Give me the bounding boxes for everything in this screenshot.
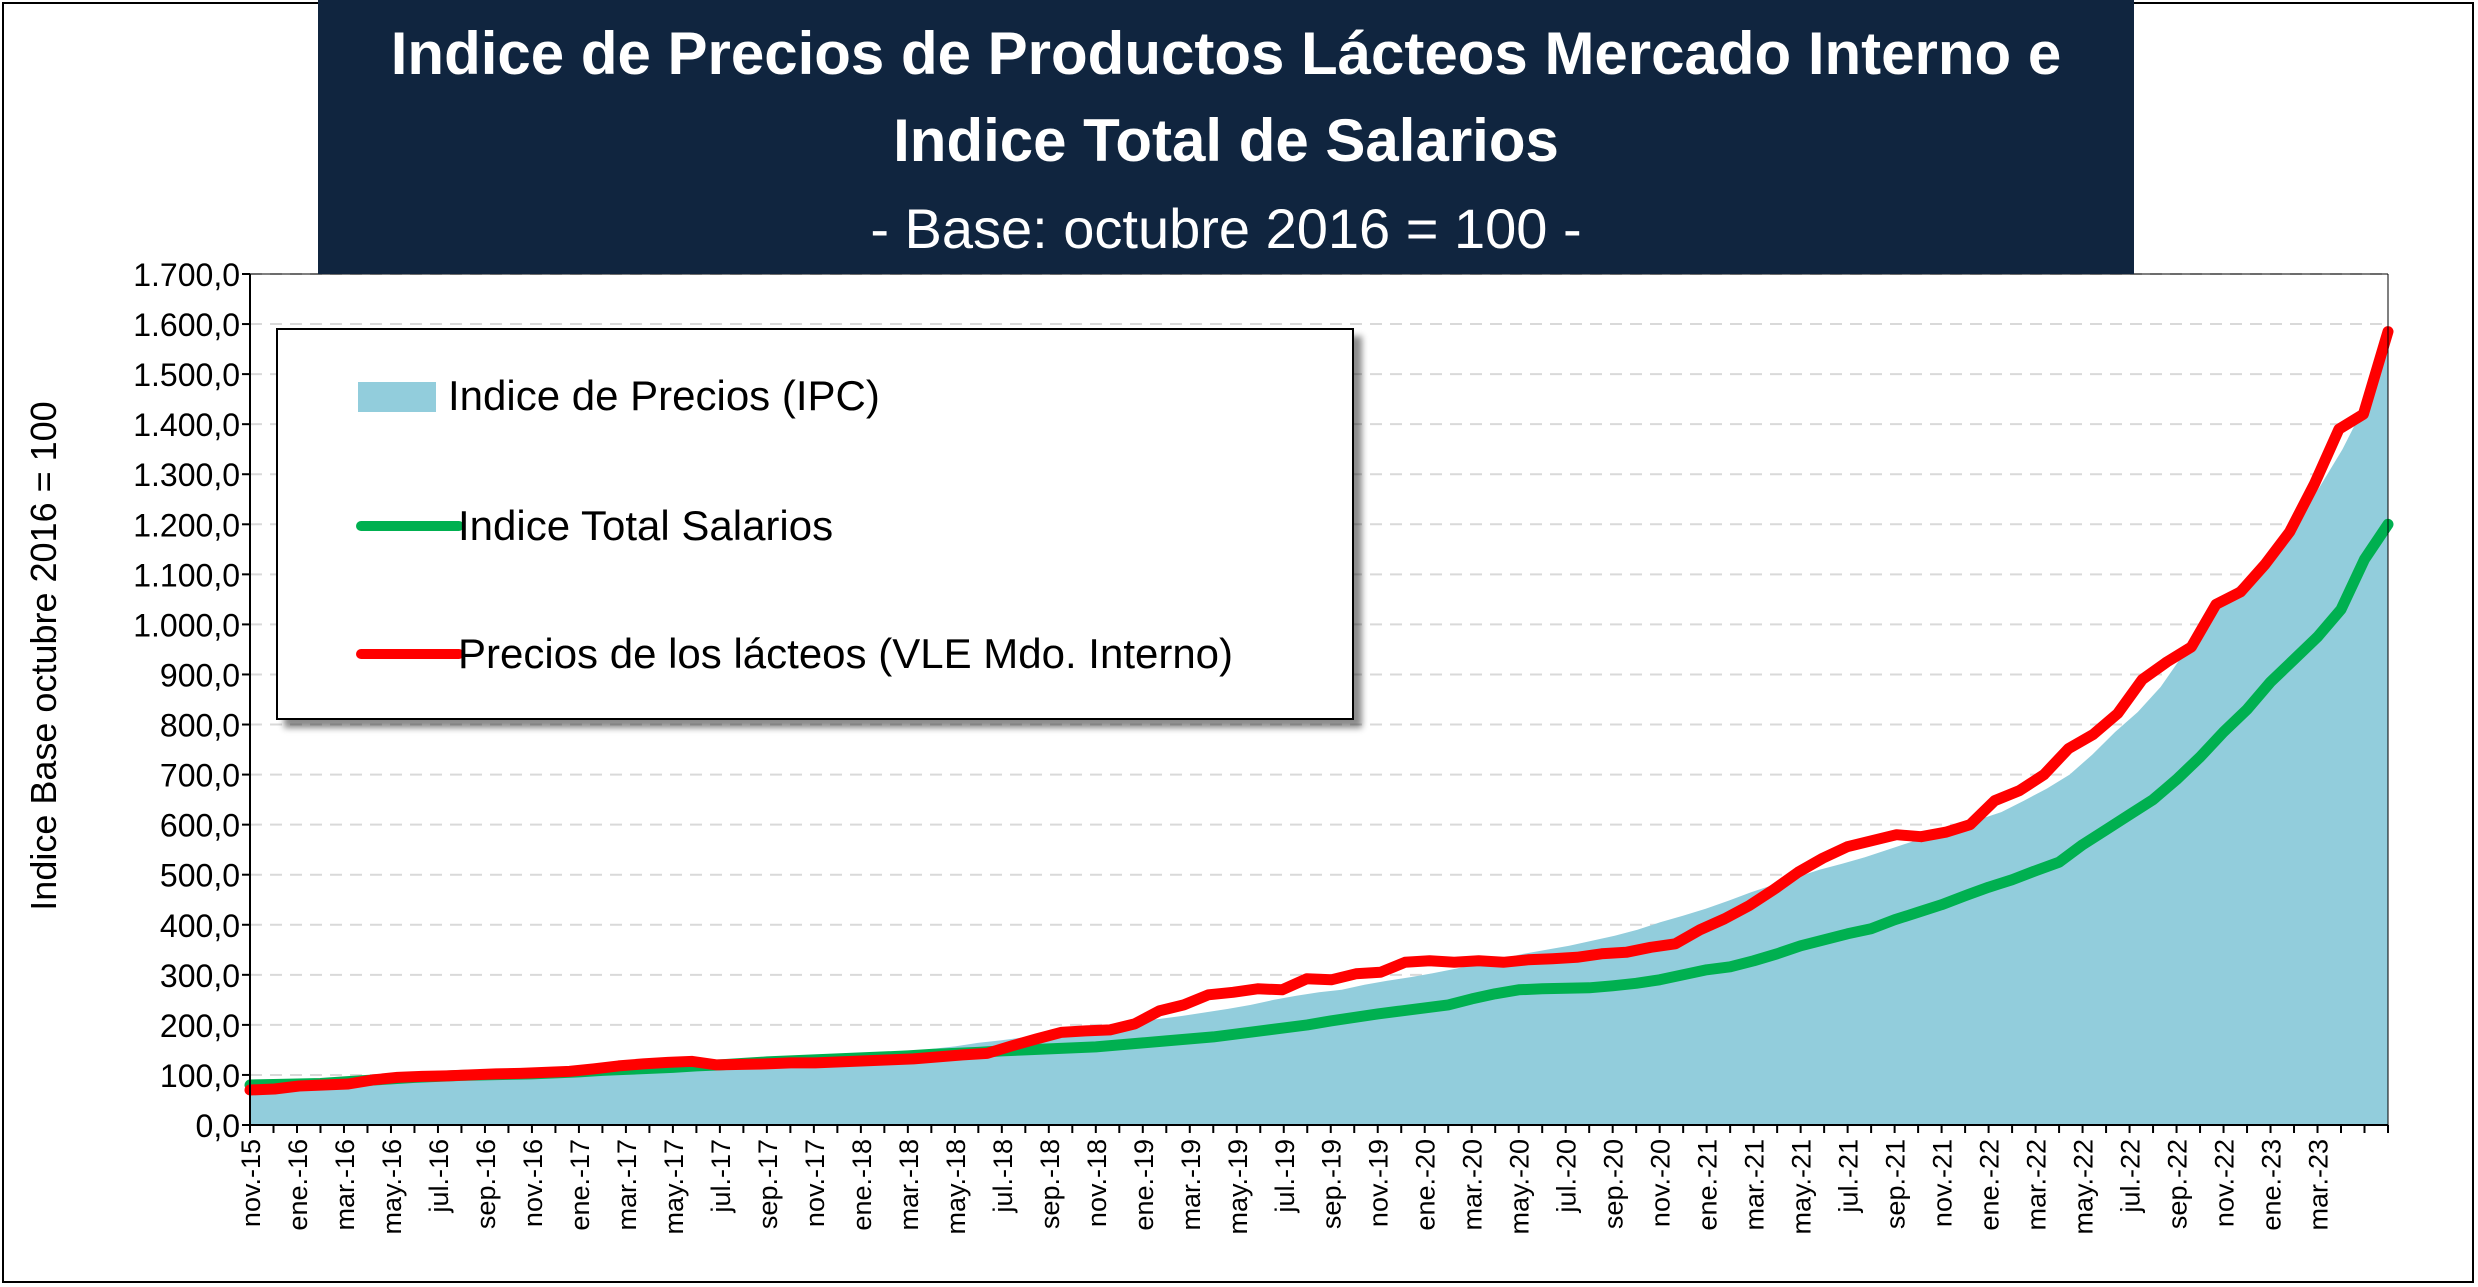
x-tick-label: may.-22 (2069, 1139, 2099, 1235)
x-tick-label: may.-17 (659, 1139, 689, 1235)
y-tick-label: 1.700,0 (133, 257, 240, 293)
x-tick-label: ene.-17 (565, 1139, 595, 1231)
x-tick-label: may.-16 (377, 1139, 407, 1235)
x-tick-label: ene.-23 (2257, 1139, 2287, 1231)
x-tick-labels: nov.-15 ene.-16 mar.-16 may.-16 jul.-16 sep.-… (236, 1139, 2334, 1235)
x-tick-label: mar.-18 (894, 1139, 924, 1231)
x-tick-label: mar.-20 (1458, 1139, 1488, 1231)
x-tick-label: may.-18 (941, 1139, 971, 1235)
x-tick-label: mar.-22 (2022, 1139, 2052, 1231)
y-tick-label: 300,0 (160, 958, 240, 994)
x-tick-label: jul.-19 (1270, 1139, 1300, 1214)
x-tick-label: may.-21 (1787, 1139, 1817, 1235)
x-tick-label: ene.-16 (283, 1139, 313, 1231)
x-tick-label: may.-20 (1505, 1139, 1535, 1235)
x-tick-label: ene.-19 (1129, 1139, 1159, 1231)
x-tick-label: mar.-19 (1176, 1139, 1206, 1231)
y-tick-label: 1.600,0 (133, 307, 240, 343)
y-tick-label: 200,0 (160, 1008, 240, 1044)
series-lines-layer (244, 326, 2394, 1096)
legend-label-salarios: Indice Total Salarios (458, 502, 834, 549)
y-tick-label: 500,0 (160, 858, 240, 894)
chart-title-line-2: Indice Total de Salarios (893, 107, 1559, 174)
x-tick-label: sep.-20 (1599, 1139, 1629, 1229)
y-tick-label: 1.200,0 (133, 507, 240, 543)
x-tick-label: sep.-16 (471, 1139, 501, 1229)
x-tick-label: sep.-18 (1035, 1139, 1065, 1229)
x-tick-label: mar.-16 (330, 1139, 360, 1231)
x-tick-label: sep.-17 (753, 1139, 783, 1229)
y-tick-label: 100,0 (160, 1058, 240, 1094)
y-tick-label: 1.100,0 (133, 557, 240, 593)
y-tick-label: 0,0 (196, 1108, 240, 1144)
legend-item-ipc: Indice de Precios (IPC) (278, 366, 1352, 426)
legend-swatch-salarios (356, 521, 464, 531)
x-tick-label: mar.-23 (2304, 1139, 2334, 1231)
x-tick-label: may.-19 (1223, 1139, 1253, 1235)
y-tick-label: 400,0 (160, 908, 240, 944)
y-tick-label: 1.000,0 (133, 607, 240, 643)
x-tick-label: ene.-22 (1975, 1139, 2005, 1231)
x-tick-label: sep.-22 (2163, 1139, 2193, 1229)
x-tick-label: nov.-15 (236, 1139, 266, 1227)
x-tick-label: jul.-21 (1834, 1139, 1864, 1214)
chart-title-line-1: Indice de Precios de Productos Lácteos M… (390, 20, 2062, 87)
y-tick-label: 1.500,0 (133, 357, 240, 393)
legend-item-salarios: Indice Total Salarios (278, 496, 1352, 556)
y-tick-labels: 0,0 100,0 200,0 300,0 400,0 500,0 600,0 700,0 80… (133, 257, 240, 1144)
x-tick-label: nov.-19 (1364, 1139, 1394, 1227)
chart-subtitle: - Base: octubre 2016 = 100 - (870, 197, 1582, 260)
legend-label-lacteos: Precios de los lácteos (VLE Mdo. Interno… (458, 630, 1234, 677)
legend-swatch-ipc (358, 382, 436, 412)
y-tick-label: 900,0 (160, 657, 240, 693)
x-tick-label: mar.-17 (612, 1139, 642, 1231)
y-tick-label: 1.400,0 (133, 407, 240, 443)
y-tick-label: 800,0 (160, 708, 240, 744)
legend-label-ipc: Indice de Precios (IPC) (448, 372, 880, 419)
y-tick-label: 1.300,0 (133, 457, 240, 493)
x-tick-label: nov.-21 (1928, 1139, 1958, 1227)
x-tick-label: jul.-17 (706, 1139, 736, 1214)
y-tick-label: 700,0 (160, 758, 240, 794)
x-tick-label: nov.-17 (800, 1139, 830, 1227)
title-banner: Indice de Precios de Productos Lácteos M… (318, 0, 2134, 274)
y-axis-label: Indice Base octubre 2016 = 100 (23, 401, 64, 911)
axes (242, 273, 2389, 1133)
x-tick-label: jul.-20 (1552, 1139, 1582, 1214)
legend: Indice de Precios (IPC) Indice Total Sal… (276, 328, 1354, 720)
x-tick-label: jul.-16 (424, 1139, 454, 1214)
x-tick-label: nov.-20 (1646, 1139, 1676, 1227)
x-tick-label: nov.-18 (1082, 1139, 1112, 1227)
x-tick-label: jul.-18 (988, 1139, 1018, 1214)
legend-item-lacteos: Precios de los lácteos (VLE Mdo. Interno… (278, 624, 1352, 684)
x-tick-label: nov.-22 (2210, 1139, 2240, 1227)
x-tick-label: jul.-22 (2116, 1139, 2146, 1214)
x-tick-label: ene.-21 (1693, 1139, 1723, 1231)
x-tick-label: sep.-19 (1317, 1139, 1347, 1229)
legend-swatch-lacteos (356, 649, 464, 659)
x-tick-label: nov.-16 (518, 1139, 548, 1227)
y-tick-label: 600,0 (160, 808, 240, 844)
x-tick-label: sep.-21 (1881, 1139, 1911, 1229)
x-tick-label: mar.-21 (1740, 1139, 1770, 1231)
x-tick-label: ene.-18 (847, 1139, 877, 1231)
lacteos-line (244, 326, 2394, 1096)
x-tick-label: ene.-20 (1411, 1139, 1441, 1231)
